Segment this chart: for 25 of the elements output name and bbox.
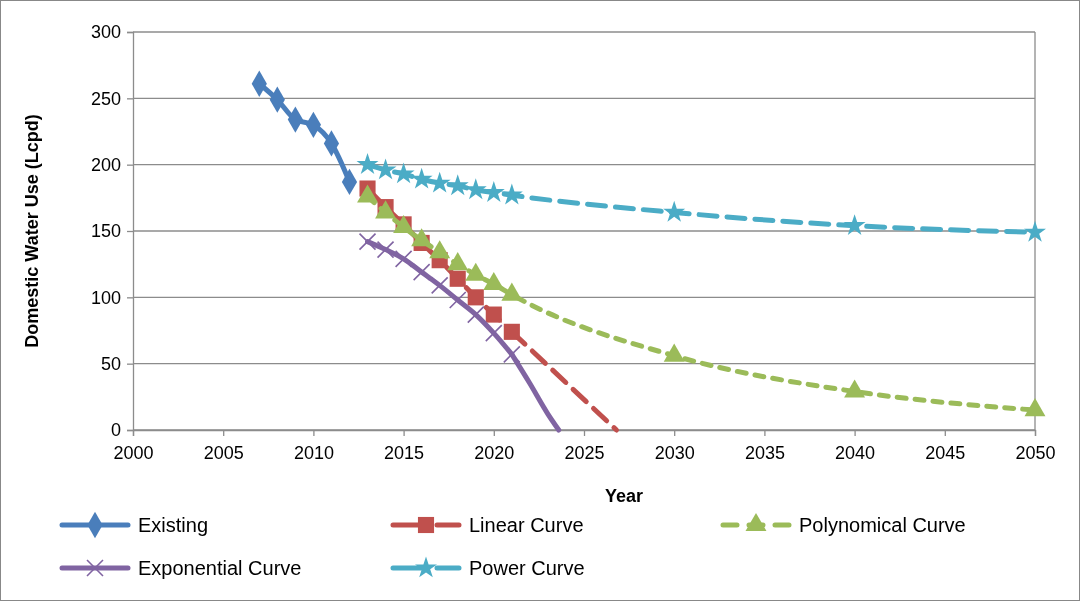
y-tick-label: 50 — [100, 353, 121, 374]
y-tick-label: 200 — [90, 154, 121, 175]
x-tick-label: 2035 — [744, 442, 785, 463]
x-tick-label: 2005 — [203, 442, 244, 463]
x-tick-label: 2045 — [925, 442, 966, 463]
x-tick-label: 2050 — [1015, 442, 1056, 463]
y-tick-label: 100 — [90, 287, 121, 308]
y-tick-label: 300 — [90, 22, 121, 43]
x-tick-label: 2000 — [113, 442, 154, 463]
x-tick-label: 2015 — [384, 442, 425, 463]
x-tick-label: 2040 — [835, 442, 876, 463]
legend-label: Exponential Curve — [138, 557, 302, 579]
legend-label: Existing — [138, 514, 209, 536]
legend-label: Power Curve — [469, 557, 585, 579]
legend-label: Linear Curve — [469, 514, 584, 536]
y-axis-title: Domestic Water Use (Lcpd) — [22, 114, 42, 348]
x-tick-label: 2020 — [474, 442, 515, 463]
x-tick-label: 2030 — [654, 442, 695, 463]
x-tick-label: 2025 — [564, 442, 605, 463]
legend-label: Polynomical Curve — [799, 514, 966, 536]
y-tick-label: 250 — [90, 88, 121, 109]
x-tick-label: 2010 — [293, 442, 334, 463]
y-tick-label: 150 — [90, 221, 121, 242]
y-tick-label: 0 — [110, 420, 121, 441]
x-axis-title: Year — [604, 486, 644, 506]
